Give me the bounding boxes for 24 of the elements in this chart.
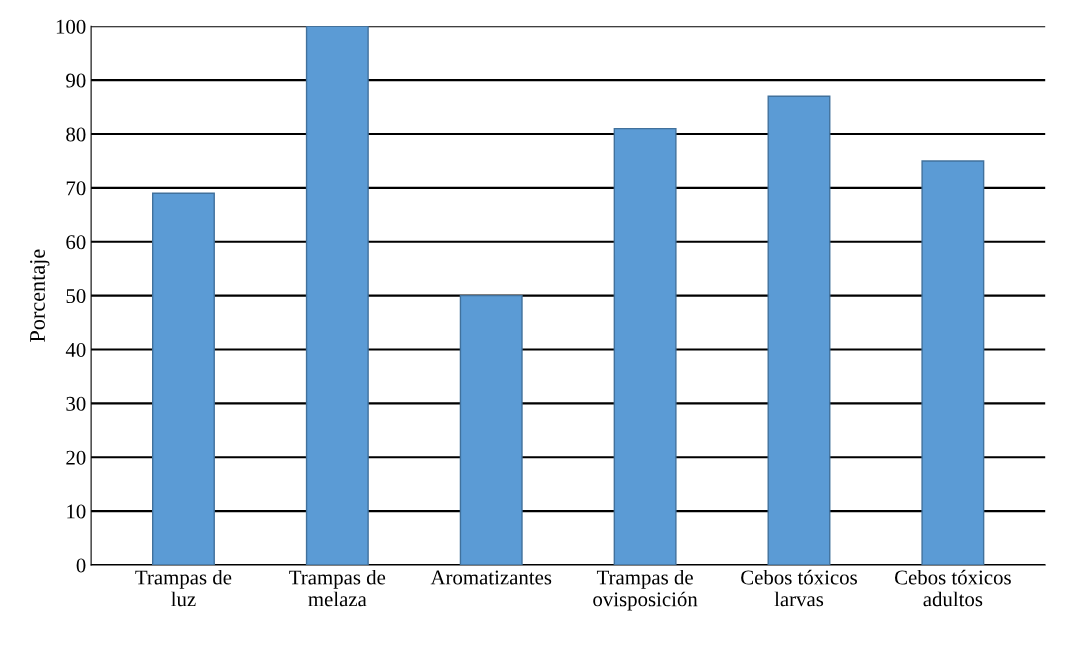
x-tick-label: Aromatizantes: [430, 570, 552, 585]
bar: [459, 294, 523, 566]
bar: [305, 26, 369, 566]
bar: [151, 192, 215, 566]
bar: [613, 127, 677, 566]
y-tick-label: 80: [66, 127, 86, 142]
x-tick-label: Trampas de melaza: [289, 569, 386, 607]
y-tick-label: 0: [76, 558, 86, 573]
x-tick-label: Trampas de luz: [135, 569, 232, 607]
bar: [921, 160, 985, 566]
y-tick-label: 30: [66, 396, 86, 411]
y-axis-title: Porcentaje: [30, 249, 50, 342]
x-tick-label: Cebos tóxicos adultos: [894, 569, 1011, 607]
x-tick-label: Trampas de ovisposición: [593, 569, 698, 611]
x-tick-label: Cebos tóxicos larvas: [741, 569, 857, 607]
y-tick-label: 70: [66, 181, 86, 196]
y-tick-label: 60: [66, 235, 86, 250]
y-tick-label: 90: [66, 73, 86, 88]
y-tick-label: 10: [67, 504, 86, 519]
y-tick-label: 100: [56, 19, 86, 34]
y-tick-label: 50: [66, 289, 86, 304]
y-tick-label: 40: [65, 342, 86, 357]
bar: [767, 95, 831, 566]
y-tick-label: 20: [66, 450, 86, 465]
